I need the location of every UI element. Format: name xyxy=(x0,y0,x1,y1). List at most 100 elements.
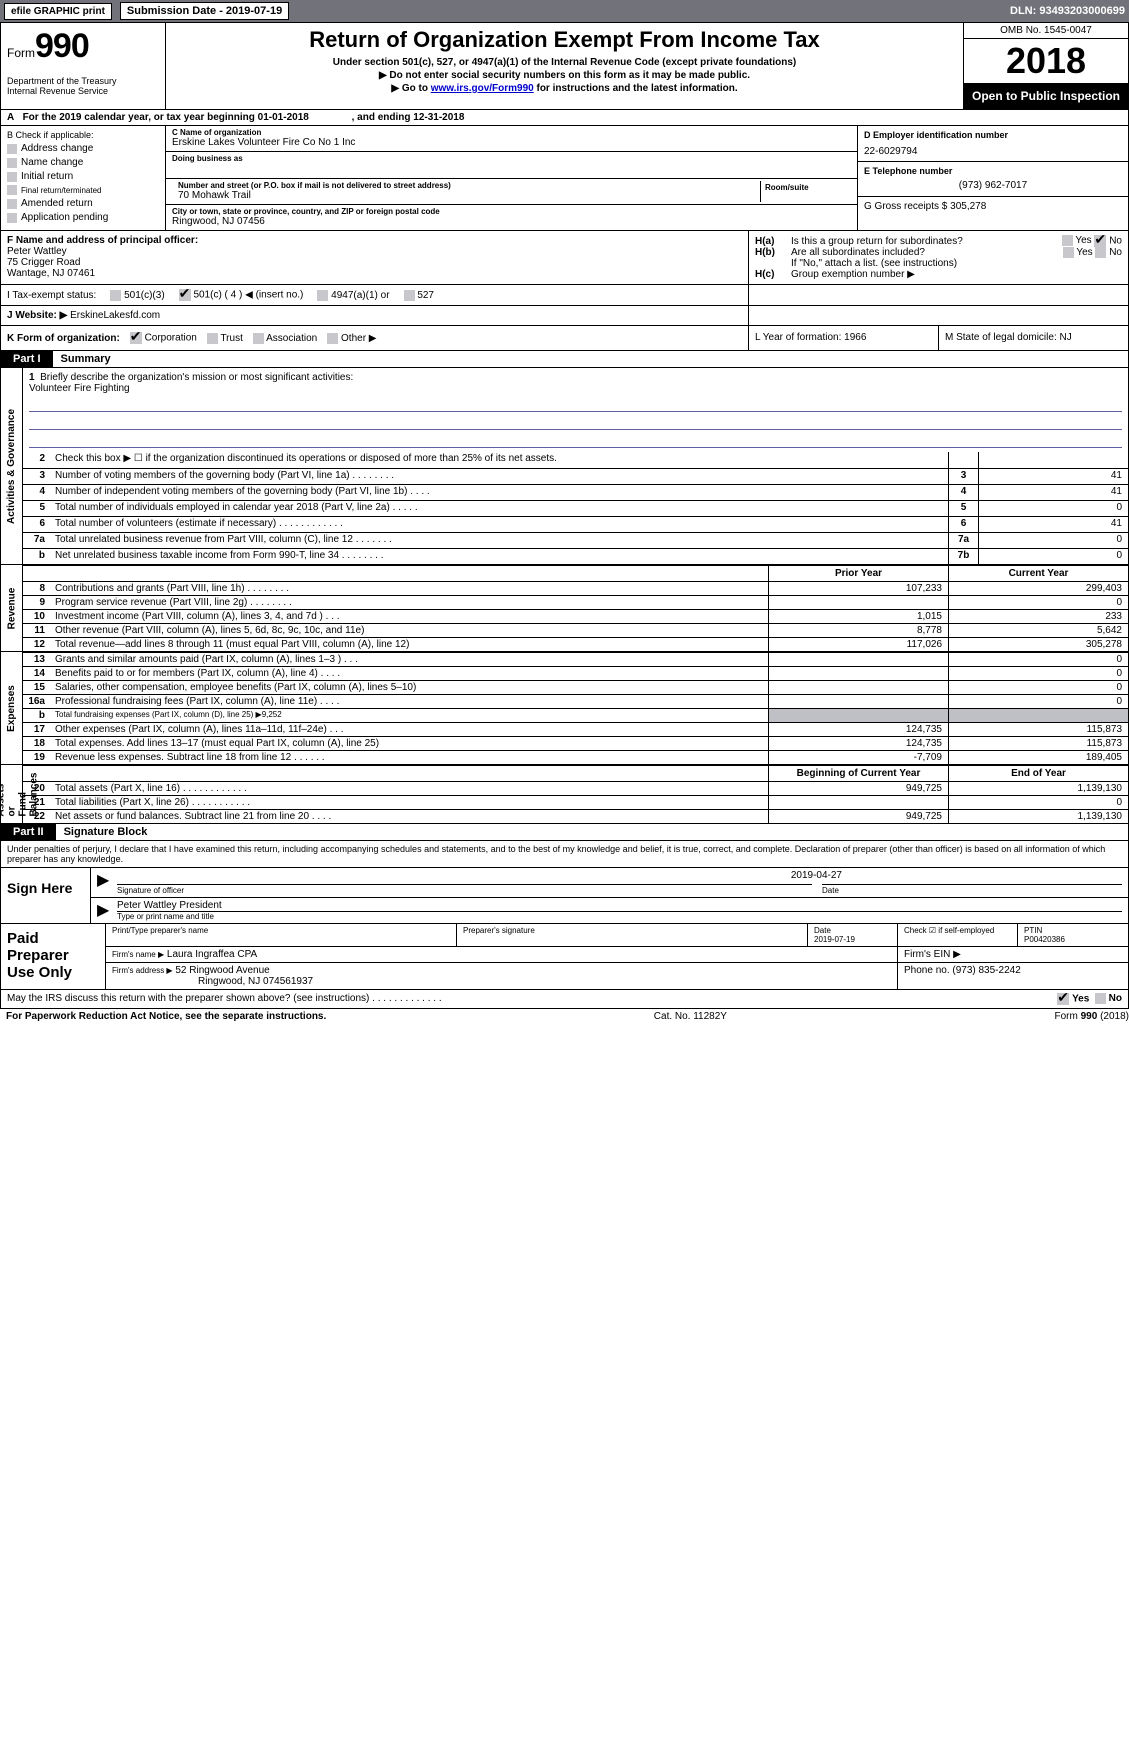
name-title-lab: Type or print name and title xyxy=(117,912,1122,921)
ha-lab: H(a) xyxy=(755,236,791,247)
footer-right: Form 990 (2018) xyxy=(1055,1011,1129,1022)
hc-text: Group exemption number ▶ xyxy=(791,269,915,280)
ha-yes[interactable]: Yes xyxy=(1062,235,1092,246)
chk-label: Address change xyxy=(21,143,93,154)
dba-field: Doing business as xyxy=(166,152,857,178)
part-ii-label: Part II xyxy=(1,824,56,840)
summary-revenue: Revenue Prior Year Current Year 8Contrib… xyxy=(0,565,1129,652)
prep-date: 2019-07-19 xyxy=(814,935,891,944)
chk-pending[interactable]: Application pending xyxy=(7,212,159,223)
form-header: Form990 Department of the Treasury Inter… xyxy=(0,22,1129,110)
chk-527[interactable]: 527 xyxy=(404,290,434,301)
row-i: I Tax-exempt status: 501(c)(3) 501(c) ( … xyxy=(0,285,1129,306)
na-row: 22Net assets or fund balances. Subtract … xyxy=(23,809,1128,823)
chk-label: Amended return xyxy=(21,198,93,209)
tax-year-end: , and ending 12-31-2018 xyxy=(352,112,465,123)
officer-addr2: Wantage, NJ 07461 xyxy=(7,268,95,279)
phone-cell: E Telephone number (973) 962-7017 xyxy=(858,162,1128,197)
chk-other[interactable]: Other ▶ xyxy=(327,333,376,344)
ein-cell: D Employer identification number 22-6029… xyxy=(858,126,1128,162)
chk-trust[interactable]: Trust xyxy=(207,333,243,344)
hb-no[interactable]: No xyxy=(1095,247,1122,258)
chk-address-change[interactable]: Address change xyxy=(7,143,159,154)
chk-label: Initial return xyxy=(21,171,73,182)
chk-corp[interactable]: Corporation xyxy=(130,332,197,344)
officer-block: F Name and address of principal officer:… xyxy=(1,231,748,284)
current-year-head: Current Year xyxy=(948,566,1128,581)
chk-amended[interactable]: Amended return xyxy=(7,198,159,209)
gov-row: 2Check this box ▶ ☐ if the organization … xyxy=(23,452,1128,468)
mission-label: Briefly describe the organization's miss… xyxy=(40,372,353,383)
prep-check[interactable]: Check ☑ if self-employed xyxy=(898,924,1018,946)
chk-501c[interactable]: 501(c) ( 4 ) ◀ (insert no.) xyxy=(179,289,304,301)
col-d: D Employer identification number 22-6029… xyxy=(858,126,1128,230)
discuss-no[interactable]: No xyxy=(1095,993,1122,1005)
chk-name-change[interactable]: Name change xyxy=(7,157,159,168)
gov-row: bNet unrelated business taxable income f… xyxy=(23,548,1128,564)
year-formation: L Year of formation: 1966 xyxy=(748,326,938,350)
summary-netassets: Net Assets or Fund Balances Beginning of… xyxy=(0,765,1129,824)
street-field: Number and street (or P.O. box if mail i… xyxy=(166,179,857,205)
chk-assoc[interactable]: Association xyxy=(253,333,317,344)
chk-4947[interactable]: 4947(a)(1) or xyxy=(317,290,389,301)
rev-row: 11Other revenue (Part VIII, column (A), … xyxy=(23,623,1128,637)
sub3-suffix: for instructions and the latest informat… xyxy=(534,83,738,94)
gross-receipts: G Gross receipts $ 305,278 xyxy=(864,201,1122,212)
ha-no[interactable]: No xyxy=(1094,235,1122,247)
exp-row: 15Salaries, other compensation, employee… xyxy=(23,680,1128,694)
city-lab: City or town, state or province, country… xyxy=(172,207,851,216)
rev-row: 12Total revenue—add lines 8 through 11 (… xyxy=(23,637,1128,651)
gov-row: 4Number of independent voting members of… xyxy=(23,484,1128,500)
part-i-label: Part I xyxy=(1,351,53,367)
part-i-text: Summary xyxy=(53,351,119,367)
exp-row: 16aProfessional fundraising fees (Part I… xyxy=(23,694,1128,708)
tax-year: 2018 xyxy=(964,39,1128,83)
chk-final-return[interactable]: Final return/terminated xyxy=(7,185,159,195)
row-k: K Form of organization: Corporation Trus… xyxy=(0,326,1129,351)
na-head: Beginning of Current Year End of Year xyxy=(23,765,1128,781)
efile-button[interactable]: efile GRAPHIC print xyxy=(4,3,112,20)
firm-addr-lab: Firm's address ▶ xyxy=(112,966,173,975)
h-block: H(a) Is this a group return for subordin… xyxy=(748,231,1128,284)
rev-row: 9Program service revenue (Part VIII, lin… xyxy=(23,595,1128,609)
chk-initial-return[interactable]: Initial return xyxy=(7,171,159,182)
exp-row: 17Other expenses (Part IX, column (A), l… xyxy=(23,722,1128,736)
sig-date: 2019-04-27 xyxy=(117,870,1122,884)
open-inspection: Open to Public Inspection xyxy=(964,83,1128,109)
hb-yes[interactable]: Yes xyxy=(1063,247,1093,258)
summary-expenses: Expenses 13Grants and similar amounts pa… xyxy=(0,652,1129,765)
irs-link[interactable]: www.irs.gov/Form990 xyxy=(431,83,534,94)
org-name-lab: C Name of organization xyxy=(172,128,851,137)
entity-block: B Check if applicable: Address change Na… xyxy=(0,126,1129,231)
chk-label: Application pending xyxy=(21,212,108,223)
org-name-field: C Name of organization Erskine Lakes Vol… xyxy=(166,126,857,152)
chk-label: Final return/terminated xyxy=(21,186,101,195)
end-head: End of Year xyxy=(948,766,1128,781)
hb-lab: H(b) xyxy=(755,247,791,258)
arrow-icon: ▶ xyxy=(91,868,111,897)
paid-preparer-label: Paid Preparer Use Only xyxy=(1,924,106,989)
rev-head: Prior Year Current Year xyxy=(23,565,1128,581)
gov-row: 6Total number of volunteers (estimate if… xyxy=(23,516,1128,532)
hb-note: If "No," attach a list. (see instruction… xyxy=(755,258,1122,269)
na-row: 21Total liabilities (Part X, line 26) . … xyxy=(23,795,1128,809)
org-name: Erskine Lakes Volunteer Fire Co No 1 Inc xyxy=(172,137,851,148)
form-title: Return of Organization Exempt From Incom… xyxy=(172,27,957,53)
j-label: J Website: ▶ xyxy=(7,310,67,321)
footer-mid: Cat. No. 11282Y xyxy=(654,1011,727,1022)
discuss-yes[interactable]: Yes xyxy=(1057,993,1089,1005)
firm-name-lab: Firm's name ▶ xyxy=(112,950,164,959)
firm-addr1: 52 Ringwood Avenue xyxy=(175,965,269,976)
date-lab: Date xyxy=(822,884,1122,895)
hb-text: Are all subordinates included? xyxy=(791,247,1063,258)
omb-number: OMB No. 1545-0047 xyxy=(964,23,1128,39)
chk-501c3[interactable]: 501(c)(3) xyxy=(110,290,164,301)
vlabel-expenses: Expenses xyxy=(1,652,23,764)
ptin-value: P00420386 xyxy=(1024,935,1122,944)
form-prefix: Form xyxy=(7,46,35,60)
firm-ein-lab: Firm's EIN ▶ xyxy=(898,947,1128,962)
gov-row: 3Number of voting members of the governi… xyxy=(23,468,1128,484)
submission-date: Submission Date - 2019-07-19 xyxy=(120,2,289,20)
i-label: I Tax-exempt status: xyxy=(7,290,96,301)
form-number: Form990 xyxy=(7,27,159,66)
